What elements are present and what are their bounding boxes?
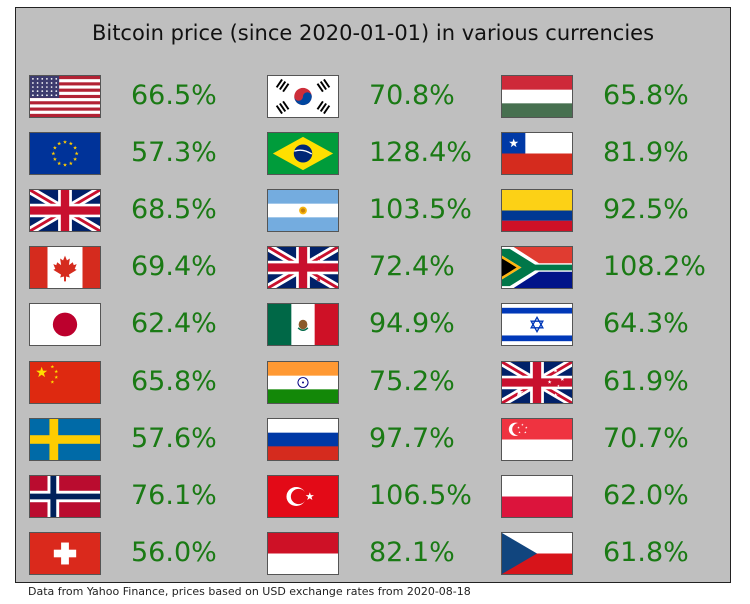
argentina-flag-icon <box>267 189 339 233</box>
percent-value: 81.9% <box>603 137 689 169</box>
flag-row: 62.4% <box>29 297 259 349</box>
japan-flag-icon <box>29 303 101 347</box>
us-flag-icon <box>29 75 101 118</box>
percent-value: 66.5% <box>131 80 217 111</box>
south-korea-flag-icon <box>267 75 339 118</box>
percent-value: 62.4% <box>131 308 217 340</box>
indonesia-flag-icon <box>267 531 339 575</box>
sweden-flag-icon <box>29 417 101 461</box>
percent-value: 68.5% <box>131 194 217 226</box>
chart-title: Bitcoin price (since 2020-01-01) in vari… <box>91 21 655 45</box>
china-flag-icon <box>29 360 101 404</box>
percent-value: 70.8% <box>369 80 455 111</box>
singapore-flag-icon <box>501 417 573 461</box>
flag-row: 57.6% <box>29 412 259 464</box>
flag-row: 62.0% <box>501 469 731 521</box>
czech-flag-icon <box>501 531 573 575</box>
switzerland-flag-icon <box>29 531 101 575</box>
south-africa-flag-icon <box>501 246 573 290</box>
flag-row: 92.5% <box>501 183 731 235</box>
percent-value: 64.3% <box>603 308 689 340</box>
percent-value: 92.5% <box>603 194 689 226</box>
new-zealand-flag-icon <box>267 246 339 290</box>
percent-value: 76.1% <box>131 479 217 511</box>
percent-value: 65.8% <box>131 365 217 397</box>
mexico-flag-icon <box>267 303 339 347</box>
percent-value: 61.8% <box>603 536 689 568</box>
flag-row: 69.4% <box>29 240 259 292</box>
poland-flag-icon <box>501 474 573 518</box>
flag-row: 103.5% <box>267 183 497 235</box>
flag-row: 75.2% <box>267 355 497 407</box>
percent-value: 57.6% <box>131 422 217 454</box>
flag-row: 65.8% <box>501 69 731 121</box>
flag-row: 61.9% <box>501 355 731 407</box>
flag-row: 68.5% <box>29 183 259 235</box>
flag-row: 108.2% <box>501 240 731 292</box>
percent-value: 69.4% <box>131 251 217 283</box>
flag-row: 81.9% <box>501 126 731 178</box>
colombia-flag-icon <box>501 189 573 233</box>
flag-grid: 66.5% 57.3% 68.5% 69.4% 62.4% 65.8% 57.6% 76.1… <box>16 8 730 582</box>
percent-value: 94.9% <box>369 308 455 340</box>
flag-row: 106.5% <box>267 469 497 521</box>
chart-panel: Bitcoin price (since 2020-01-01) in vari… <box>15 7 731 583</box>
canada-flag-icon <box>29 246 101 290</box>
chile-flag-icon <box>501 132 573 176</box>
russia-flag-icon <box>267 417 339 461</box>
flag-row: 97.7% <box>267 412 497 464</box>
brazil-flag-icon <box>267 132 339 176</box>
turkey-flag-icon <box>267 474 339 518</box>
flag-row: 70.8% <box>267 69 497 121</box>
percent-value: 108.2% <box>603 251 706 283</box>
flag-row: 76.1% <box>29 469 259 521</box>
percent-value: 75.2% <box>369 365 455 397</box>
flag-row: 56.0% <box>29 526 259 578</box>
percent-value: 57.3% <box>131 137 217 169</box>
india-flag-icon <box>267 360 339 404</box>
flag-row: 82.1% <box>267 526 497 578</box>
percent-value: 106.5% <box>369 479 472 511</box>
flag-row: 94.9% <box>267 297 497 349</box>
flag-row: 57.3% <box>29 126 259 178</box>
percent-value: 103.5% <box>369 194 472 226</box>
flag-row: 72.4% <box>267 240 497 292</box>
percent-value: 70.7% <box>603 422 689 454</box>
flag-row: 66.5% <box>29 69 259 121</box>
hungary-flag-icon <box>501 75 573 118</box>
percent-value: 62.0% <box>603 479 689 511</box>
australia-flag-icon <box>501 360 573 404</box>
source-footnote: Data from Yahoo Finance, prices based on… <box>28 585 471 598</box>
flag-row: 65.8% <box>29 355 259 407</box>
israel-flag-icon <box>501 303 573 347</box>
percent-value: 65.8% <box>603 80 689 111</box>
percent-value: 97.7% <box>369 422 455 454</box>
norway-flag-icon <box>29 474 101 518</box>
percent-value: 72.4% <box>369 251 455 283</box>
uk-flag-icon <box>29 189 101 233</box>
flag-row: 61.8% <box>501 526 731 578</box>
percent-value: 61.9% <box>603 365 689 397</box>
percent-value: 82.1% <box>369 536 455 568</box>
flag-row: 64.3% <box>501 297 731 349</box>
percent-value: 56.0% <box>131 536 217 568</box>
flag-row: 128.4% <box>267 126 497 178</box>
percent-value: 128.4% <box>369 137 472 169</box>
flag-row: 70.7% <box>501 412 731 464</box>
eu-flag-icon <box>29 132 101 176</box>
